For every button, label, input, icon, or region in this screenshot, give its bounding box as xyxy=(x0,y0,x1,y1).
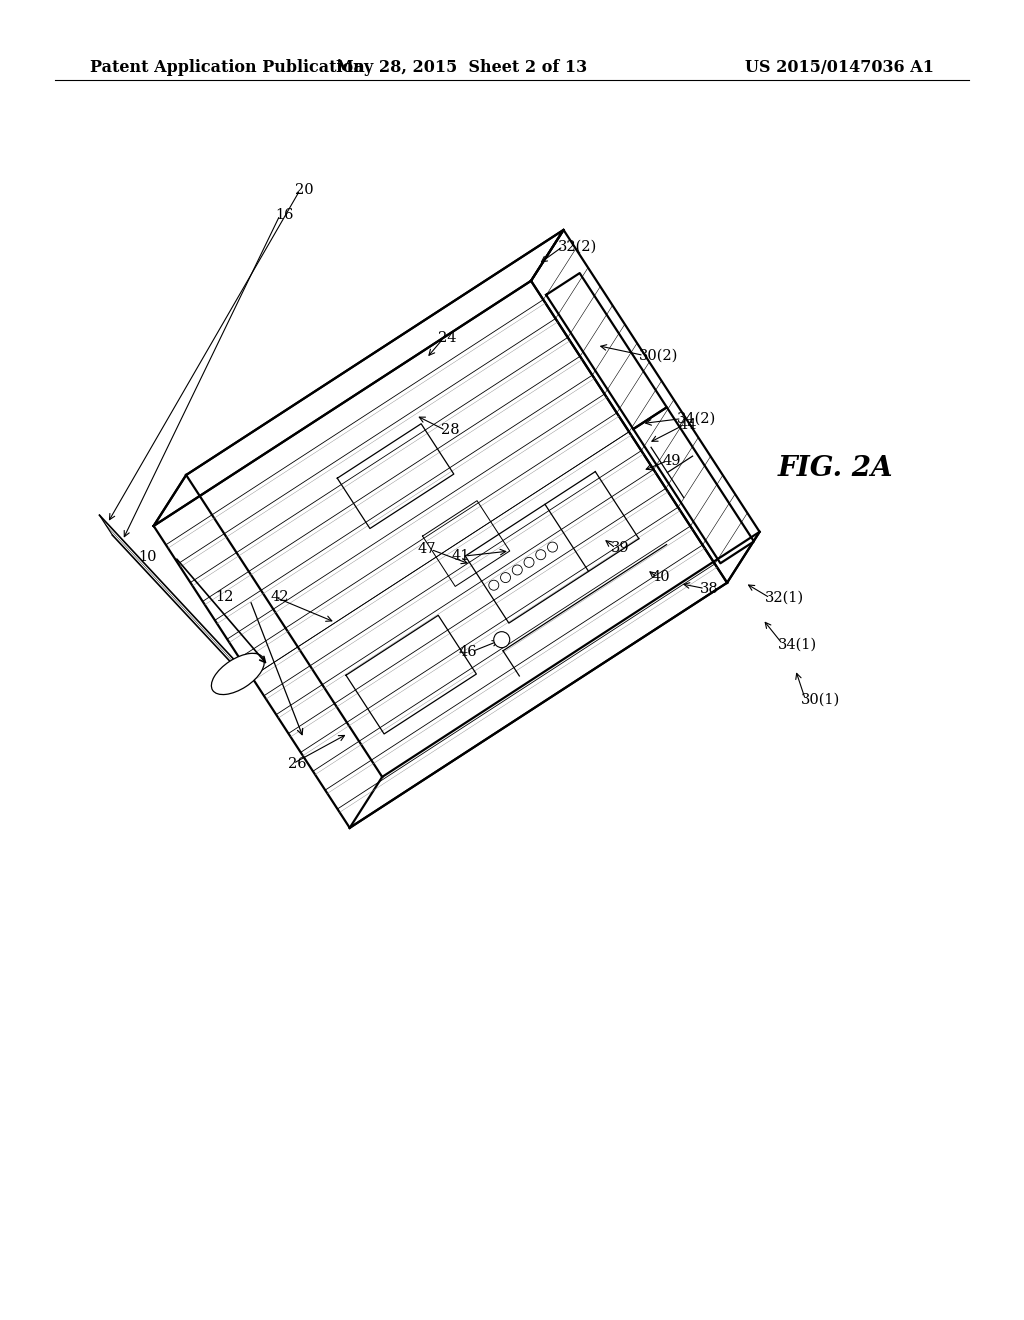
Text: 34(1): 34(1) xyxy=(777,638,817,651)
Text: 24: 24 xyxy=(438,331,457,346)
Text: 38: 38 xyxy=(700,582,719,595)
Circle shape xyxy=(501,573,511,582)
Text: 44: 44 xyxy=(678,418,697,432)
Text: US 2015/0147036 A1: US 2015/0147036 A1 xyxy=(745,59,934,77)
Circle shape xyxy=(536,549,546,560)
Text: 20: 20 xyxy=(295,183,313,197)
Circle shape xyxy=(548,543,557,552)
Circle shape xyxy=(524,557,535,568)
Text: 46: 46 xyxy=(458,644,477,659)
Text: May 28, 2015  Sheet 2 of 13: May 28, 2015 Sheet 2 of 13 xyxy=(337,59,588,77)
Text: 42: 42 xyxy=(270,590,289,605)
Circle shape xyxy=(494,632,510,648)
Text: FIG. 2A: FIG. 2A xyxy=(778,454,894,482)
Text: 32(1): 32(1) xyxy=(765,591,804,605)
Text: 49: 49 xyxy=(663,454,681,467)
Text: 41: 41 xyxy=(452,549,470,564)
Text: 28: 28 xyxy=(440,424,460,437)
Text: 34(2): 34(2) xyxy=(677,412,716,425)
Ellipse shape xyxy=(211,653,264,694)
Text: 26: 26 xyxy=(288,756,306,771)
Circle shape xyxy=(488,581,499,590)
Text: 39: 39 xyxy=(610,541,630,556)
Text: 40: 40 xyxy=(652,570,671,585)
Text: 30(1): 30(1) xyxy=(801,693,840,706)
Text: 32(2): 32(2) xyxy=(558,239,597,253)
Text: 16: 16 xyxy=(275,209,294,222)
Text: 47: 47 xyxy=(417,543,436,557)
Text: Patent Application Publication: Patent Application Publication xyxy=(90,59,365,77)
Text: 10: 10 xyxy=(138,550,158,564)
Text: 30(2): 30(2) xyxy=(639,348,678,363)
Circle shape xyxy=(512,565,522,576)
Text: 12: 12 xyxy=(215,590,233,605)
